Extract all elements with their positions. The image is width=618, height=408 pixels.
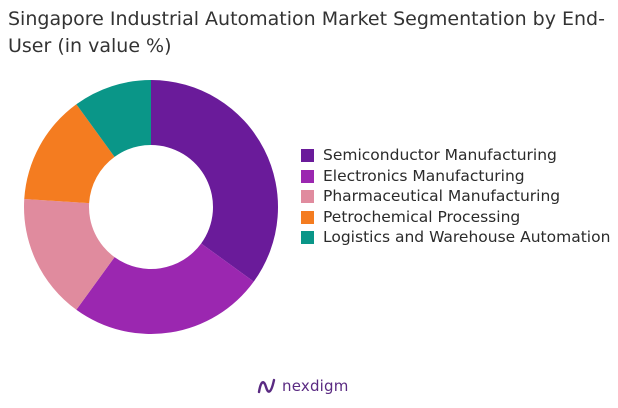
legend-label: Semiconductor Manufacturing xyxy=(323,146,557,164)
legend-label: Petrochemical Processing xyxy=(323,207,521,226)
legend-item: Logistics and Warehouse Automation xyxy=(301,227,611,248)
legend-label: Electronics Manufacturing xyxy=(323,166,525,185)
brand-name: nexdigm xyxy=(282,377,349,395)
legend-label: Logistics and Warehouse Automation xyxy=(323,228,611,246)
donut-slice-petrochemical-processing xyxy=(24,104,115,204)
legend-swatch xyxy=(301,149,314,162)
donut-slice-logistics-and-warehouse-automation xyxy=(76,80,151,157)
legend-swatch xyxy=(301,169,314,183)
legend-item: Petrochemical Processing xyxy=(301,207,611,228)
legend-item: Semiconductor Manufacturing xyxy=(301,145,611,166)
legend-swatch xyxy=(301,231,314,244)
chart-legend: Semiconductor Manufacturing Electronics M… xyxy=(301,145,611,248)
donut-slice-electronics-manufacturing xyxy=(76,243,254,334)
legend-swatch xyxy=(301,210,314,224)
brand-logo: nexdigm xyxy=(256,375,349,397)
nexdigm-logo-icon xyxy=(257,378,276,394)
donut-slice-semiconductor-manufacturing xyxy=(151,80,278,282)
donut-slice-pharmaceutical-manufacturing xyxy=(23,199,115,310)
legend-label: Pharmaceutical Manufacturing xyxy=(323,187,561,205)
legend-item: Electronics Manufacturing xyxy=(301,166,611,187)
legend-swatch xyxy=(301,190,314,203)
legend-item: Pharmaceutical Manufacturing xyxy=(301,186,611,207)
chart-title: Singapore Industrial Automation Market S… xyxy=(8,8,605,57)
